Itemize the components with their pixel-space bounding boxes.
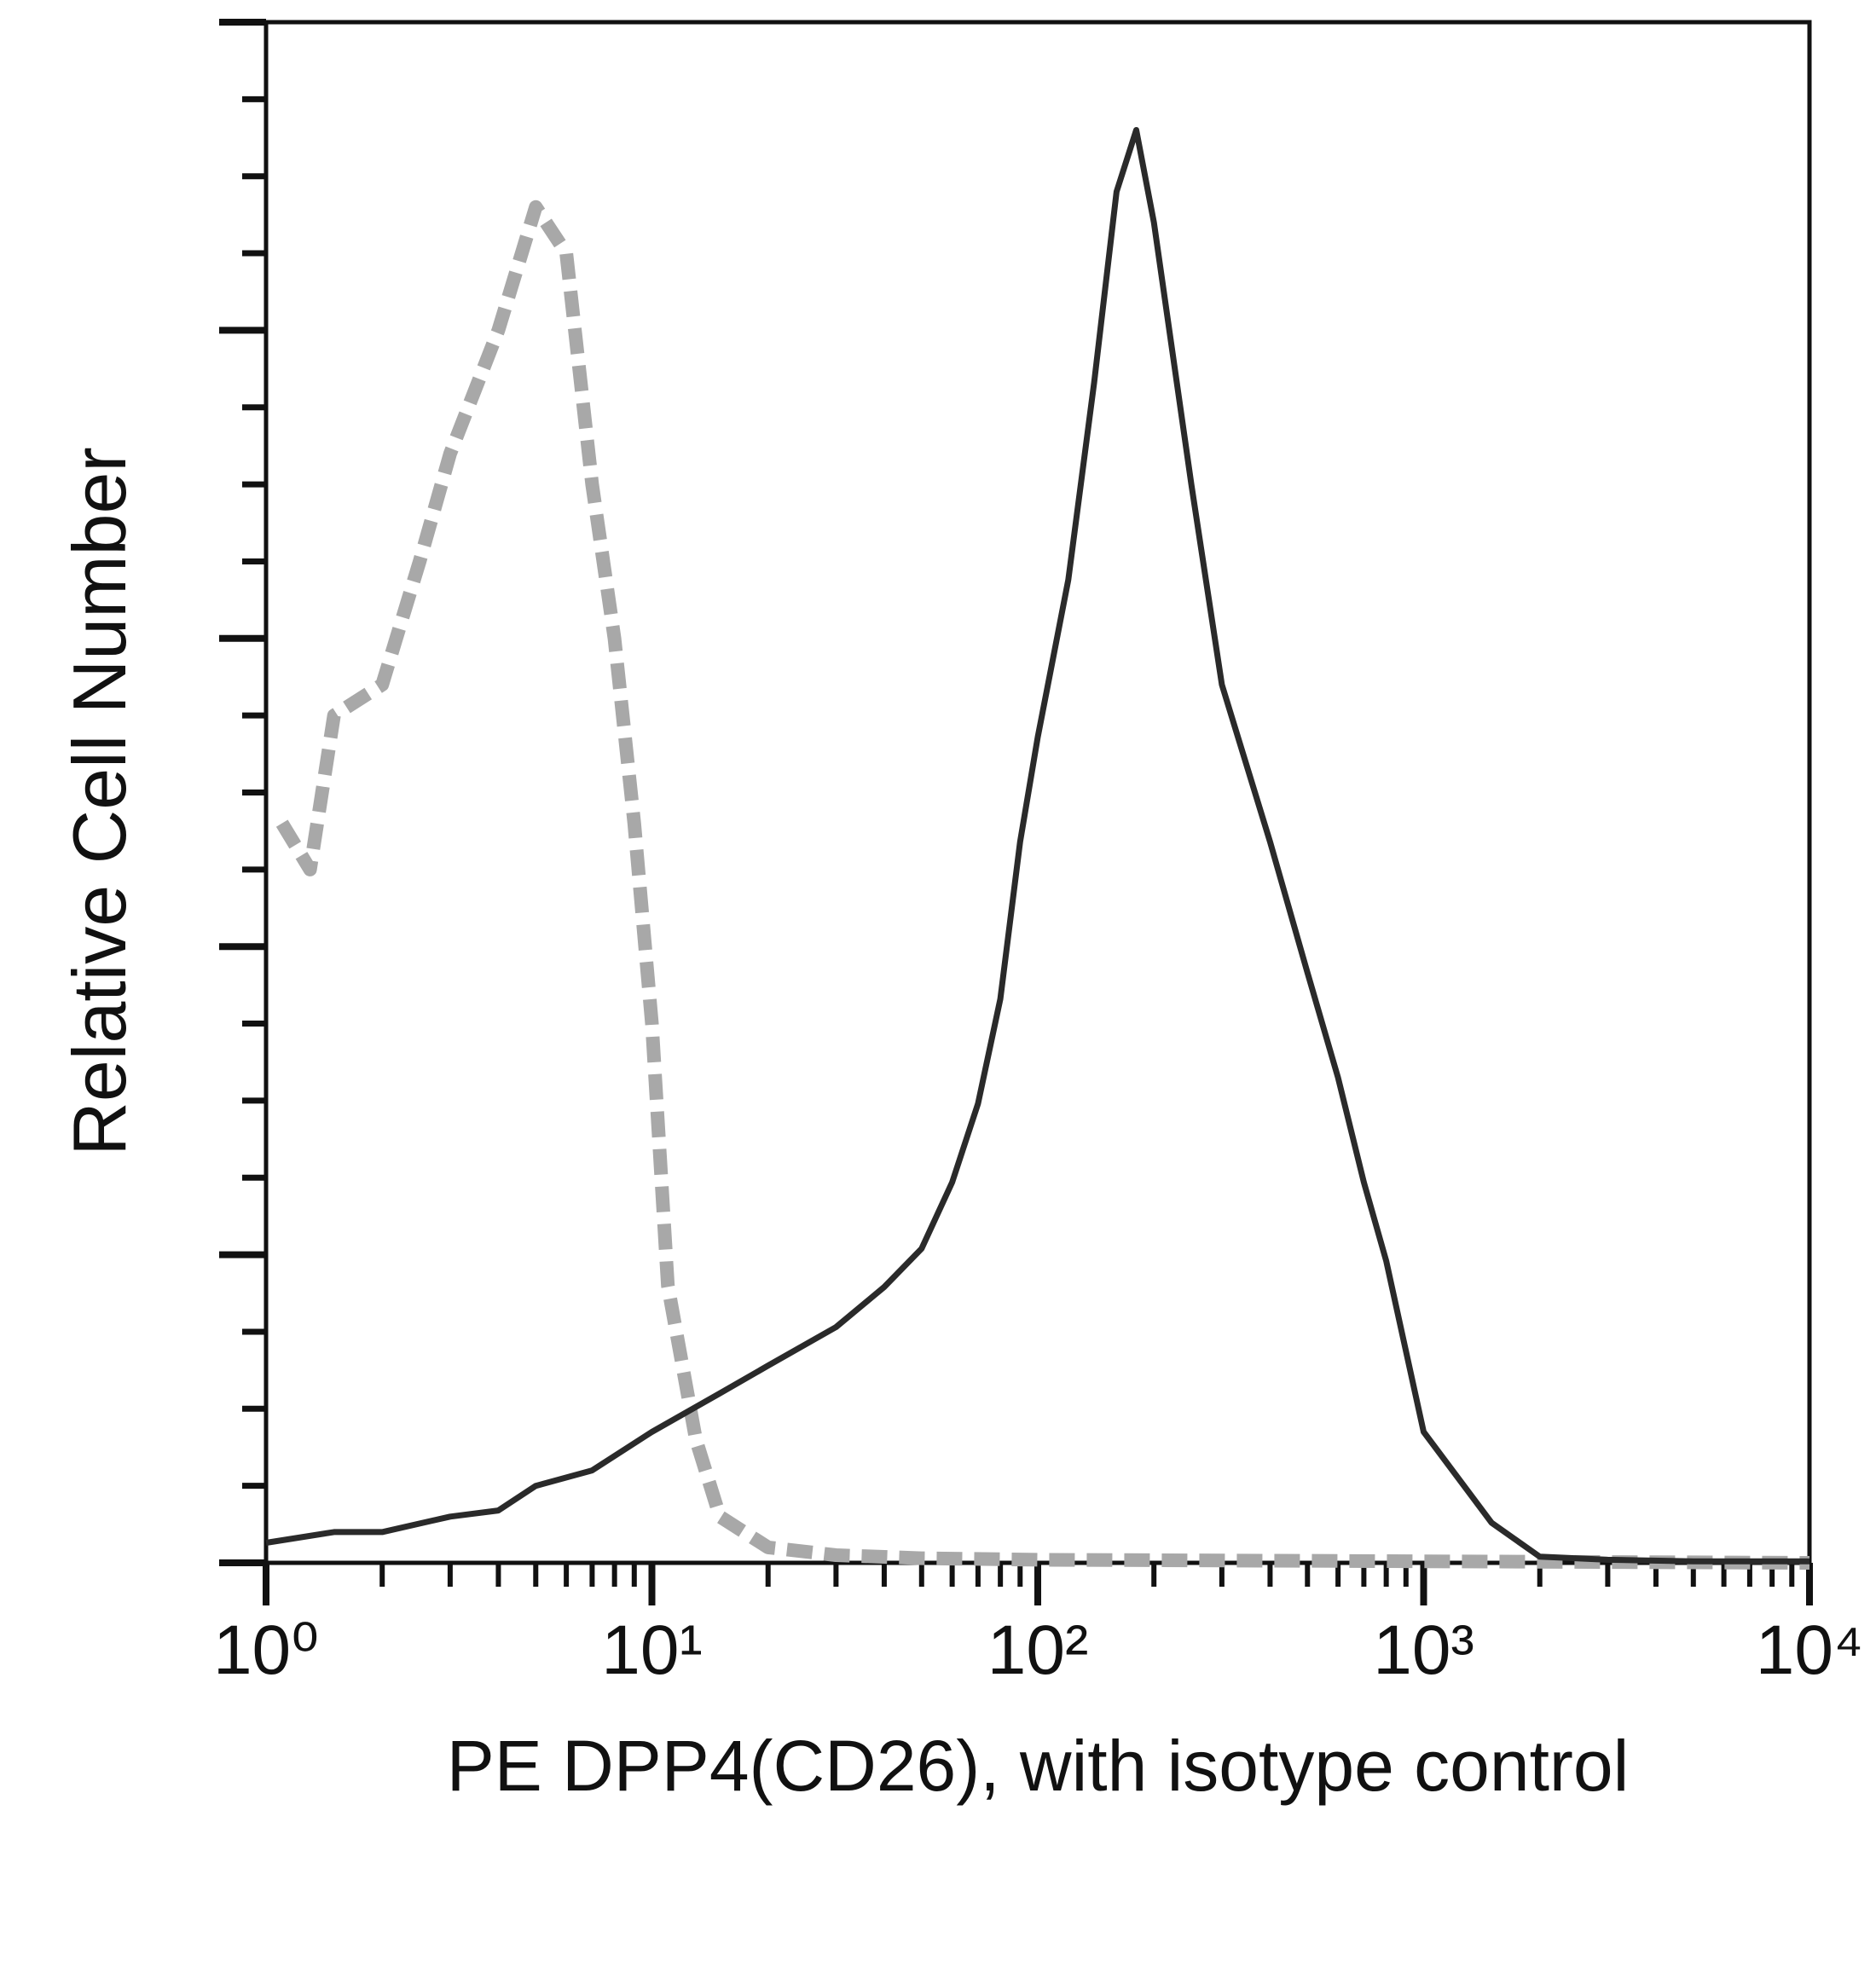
- x-tick-label: 10⁰: [213, 1611, 319, 1689]
- series-line: [265, 127, 1809, 1565]
- series-line: [275, 200, 1810, 1570]
- x-tick-label: 10⁴: [1756, 1611, 1863, 1689]
- y-axis-label: Relative Cell Number: [57, 447, 142, 1155]
- x-tick-label: 10¹: [601, 1611, 703, 1689]
- x-tick-label: 10³: [1373, 1611, 1474, 1689]
- x-tick-label: 10²: [987, 1611, 1089, 1689]
- x-axis-label: PE DPP4(CD26), with isotype control: [447, 1726, 1630, 1806]
- plot-frame: [263, 20, 1812, 1565]
